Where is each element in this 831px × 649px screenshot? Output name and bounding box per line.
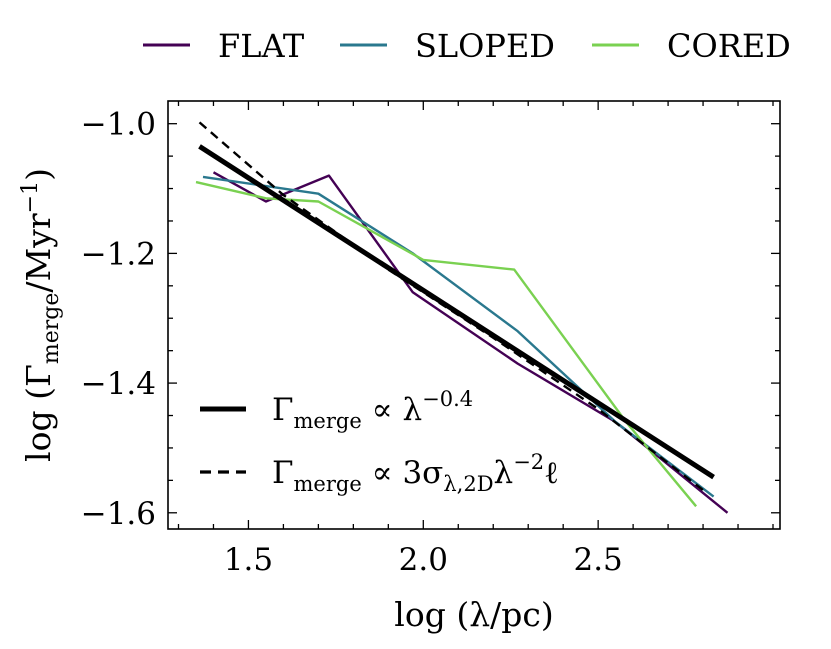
analytic-fit-line: [198, 121, 704, 492]
y-tick-label: −1.0: [81, 107, 156, 143]
x-tick-label: 2.5: [573, 542, 622, 578]
tick-labels: 1.5 2.0 2.5 −1.0 −1.2 −1.4 −1.6: [81, 107, 623, 578]
axis-ticks: [168, 101, 780, 529]
series-sloped-line: [202, 175, 715, 498]
x-tick-label: 2.0: [399, 542, 448, 578]
y-tick-label: −1.2: [81, 236, 156, 272]
plot-area: [167, 100, 781, 530]
x-axis-label: log (λ/pc): [394, 595, 553, 634]
fit-legend: Γmerge ∝ λ−0.4 Γmerge ∝ 3σλ,2Dλ−2ℓ: [200, 387, 559, 496]
y-tick-label: −1.4: [81, 366, 156, 402]
y-tick-label: −1.6: [81, 496, 156, 532]
legend-sloped-label: SLOPED: [415, 27, 555, 65]
series-layer: [195, 121, 729, 514]
y-axis-label: log (Γmerge/Myr−1): [18, 168, 64, 462]
x-tick-label: 1.5: [224, 542, 273, 578]
power-law-fit-line: [198, 144, 715, 480]
top-legend: FLAT SLOPED CORED: [143, 27, 791, 65]
legend-analytic-label: Γmerge ∝ 3σλ,2Dλ−2ℓ: [272, 450, 559, 496]
legend-power-law-label: Γmerge ∝ λ−0.4: [272, 387, 473, 433]
series-cored-line: [195, 180, 698, 508]
legend-cored-label: CORED: [667, 27, 791, 65]
legend-flat-label: FLAT: [218, 27, 305, 65]
